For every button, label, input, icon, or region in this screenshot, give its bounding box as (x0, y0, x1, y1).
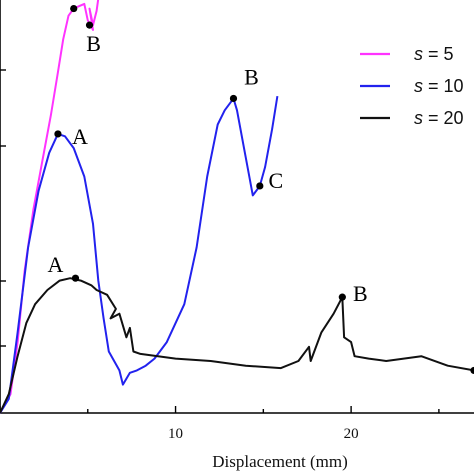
x-tick-label-10: 10 (168, 426, 183, 442)
legend-value-2: = 10 (423, 76, 464, 96)
x-axis-tick-labels: 10 20 (168, 426, 359, 442)
y-axis-ticks (0, 69, 6, 347)
annotation-layer: ABCABCAB (48, 4, 474, 375)
annotation-point-B-4 (229, 94, 238, 103)
annotation-label-A-6: A (48, 252, 64, 277)
legend-value-3: = 20 (423, 108, 464, 128)
x-axis-ticks (0, 406, 440, 413)
series-layer (0, 0, 474, 414)
annotation-label-B-7: B (353, 281, 368, 306)
annotation-label-B-4: B (244, 64, 259, 89)
legend-label-2: s = 10 (414, 76, 464, 96)
legend: s = 5s = 10s = 20 (360, 44, 464, 128)
legend-variable-2: s (414, 76, 423, 96)
series-line-1 (0, 0, 100, 414)
annotation-point-A-3 (54, 130, 62, 138)
annotation-point-C-5 (256, 182, 264, 190)
annotation-label-B-1: B (86, 31, 101, 56)
x-axis-title: Displacement (mm) (212, 452, 348, 471)
legend-variable-1: s (414, 44, 423, 64)
series-line-2 (0, 95, 279, 414)
annotation-point-B-1 (85, 21, 94, 29)
legend-variable-3: s (414, 108, 423, 128)
series-line-3 (0, 277, 474, 414)
annotation-point-A-0 (70, 4, 78, 13)
annotation-point-end-8 (470, 366, 474, 375)
annotation-label-C-5: C (268, 168, 283, 193)
x-tick-label-20: 20 (344, 426, 359, 442)
annotation-point-A-6 (71, 274, 80, 282)
legend-label-1: s = 5 (414, 44, 454, 64)
annotation-point-B-7 (338, 293, 346, 301)
legend-value-1: = 5 (423, 44, 454, 64)
legend-label-3: s = 20 (414, 108, 464, 128)
annotation-label-A-3: A (72, 124, 88, 149)
plot-area-border (0, 0, 474, 414)
